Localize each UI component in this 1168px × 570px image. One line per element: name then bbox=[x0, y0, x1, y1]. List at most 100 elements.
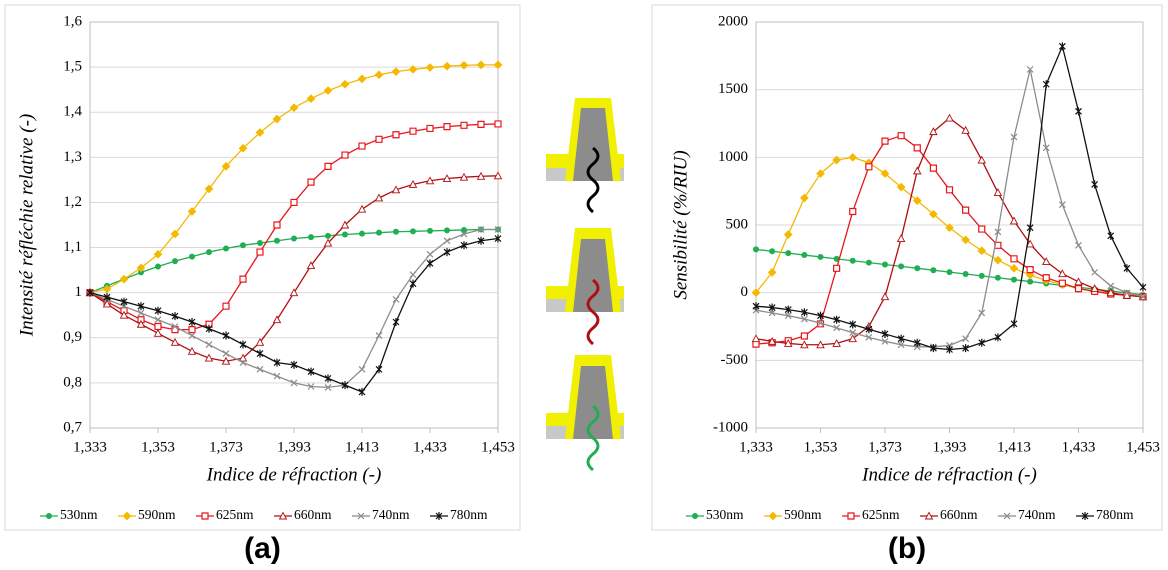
marker bbox=[768, 309, 776, 317]
marker bbox=[477, 120, 485, 129]
marker bbox=[189, 253, 195, 260]
marker bbox=[238, 353, 248, 362]
marker bbox=[342, 231, 348, 238]
marker bbox=[1003, 512, 1011, 520]
marker bbox=[426, 124, 434, 133]
marker bbox=[832, 338, 841, 347]
marker bbox=[374, 70, 384, 80]
legend-label: 530nm bbox=[706, 507, 744, 522]
marker bbox=[1041, 257, 1051, 265]
marker bbox=[833, 264, 841, 272]
marker bbox=[1009, 263, 1019, 273]
marker bbox=[391, 185, 401, 194]
marker bbox=[912, 166, 922, 175]
marker bbox=[425, 176, 435, 185]
marker bbox=[442, 61, 452, 71]
marker bbox=[357, 204, 367, 213]
marker bbox=[978, 338, 986, 347]
marker bbox=[278, 511, 288, 520]
marker bbox=[223, 245, 229, 252]
marker bbox=[913, 144, 921, 152]
marker bbox=[1042, 80, 1050, 89]
marker bbox=[946, 269, 953, 276]
marker bbox=[924, 511, 934, 520]
marker bbox=[408, 179, 418, 188]
marker bbox=[255, 128, 265, 137]
marker bbox=[946, 345, 953, 354]
marker bbox=[187, 207, 197, 216]
marker bbox=[1010, 133, 1018, 141]
marker bbox=[171, 323, 179, 330]
marker bbox=[172, 258, 178, 265]
marker bbox=[273, 372, 281, 380]
marker bbox=[187, 346, 197, 355]
marker bbox=[1042, 144, 1050, 152]
y-tick-label: -1000 bbox=[713, 419, 748, 435]
marker bbox=[1025, 239, 1035, 248]
marker bbox=[929, 127, 938, 136]
marker bbox=[119, 310, 129, 319]
marker bbox=[138, 269, 144, 276]
marker bbox=[153, 328, 163, 337]
marker bbox=[1058, 201, 1066, 209]
marker bbox=[751, 288, 761, 298]
y-tick-label: 1 bbox=[75, 284, 83, 300]
marker bbox=[86, 288, 94, 297]
marker bbox=[1123, 289, 1131, 297]
marker bbox=[993, 255, 1003, 265]
marker bbox=[768, 303, 776, 312]
marker bbox=[357, 74, 367, 84]
marker bbox=[1091, 268, 1099, 276]
marker bbox=[170, 337, 180, 346]
marker bbox=[881, 337, 889, 345]
marker bbox=[410, 228, 416, 235]
marker bbox=[291, 235, 297, 242]
legend-label: 590nm bbox=[138, 507, 176, 522]
y-tick-label: 1,6 bbox=[63, 13, 82, 29]
marker bbox=[784, 312, 792, 320]
marker bbox=[426, 250, 434, 258]
marker bbox=[1090, 284, 1099, 293]
marker bbox=[426, 259, 434, 268]
y-tick-label: 1,4 bbox=[63, 104, 82, 120]
y-axis-title: Intensité réfléchie relative (-) bbox=[16, 114, 37, 337]
x-tick-label: 1,333 bbox=[739, 439, 773, 455]
marker bbox=[783, 230, 793, 239]
marker bbox=[257, 240, 263, 247]
y-tick-label: 0,7 bbox=[63, 419, 82, 435]
marker bbox=[222, 302, 230, 310]
marker bbox=[290, 198, 298, 207]
marker bbox=[341, 381, 349, 390]
marker bbox=[393, 228, 399, 235]
marker bbox=[1026, 223, 1034, 232]
marker bbox=[849, 207, 857, 216]
marker bbox=[255, 337, 265, 346]
x-tick-label: 1,353 bbox=[141, 439, 175, 455]
marker bbox=[784, 305, 792, 314]
marker bbox=[204, 184, 214, 194]
y-tick-label: 0,8 bbox=[63, 374, 82, 390]
marker bbox=[154, 306, 162, 315]
legend-label: 780nm bbox=[1096, 507, 1134, 522]
marker bbox=[376, 229, 382, 236]
x-tick-label: 1,453 bbox=[481, 439, 515, 455]
marker bbox=[188, 332, 196, 339]
marker bbox=[849, 257, 856, 264]
legend-label: 590nm bbox=[784, 507, 822, 522]
marker bbox=[769, 248, 776, 255]
y-axis-title: Sensibilité (%/RIU) bbox=[670, 150, 691, 299]
marker bbox=[324, 162, 332, 170]
marker bbox=[102, 299, 112, 308]
marker bbox=[460, 121, 468, 129]
marker bbox=[103, 293, 111, 302]
marker bbox=[240, 242, 246, 249]
marker bbox=[945, 223, 954, 233]
marker bbox=[205, 341, 213, 348]
marker bbox=[239, 359, 247, 367]
x-tick-label: 1,373 bbox=[209, 439, 243, 455]
marker bbox=[833, 255, 840, 262]
marker bbox=[1009, 216, 1019, 225]
sensor-icon bbox=[546, 98, 624, 214]
marker bbox=[978, 272, 985, 279]
marker bbox=[154, 322, 162, 331]
